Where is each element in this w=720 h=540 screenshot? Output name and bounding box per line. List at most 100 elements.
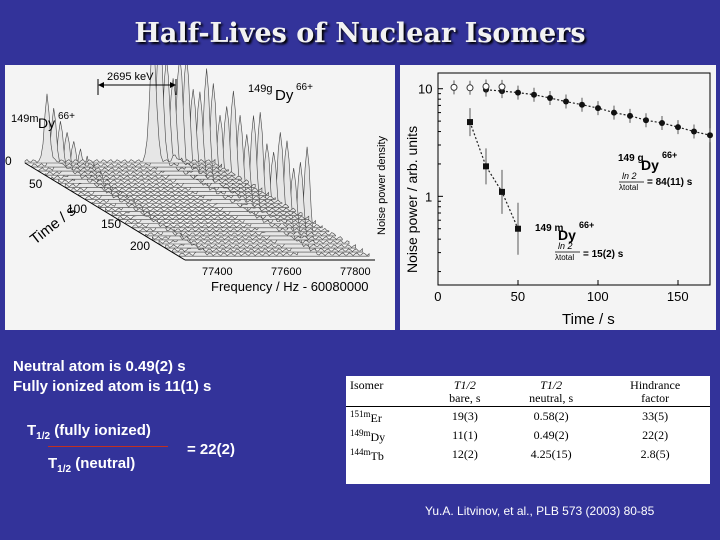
spectrum-trace [24, 40, 216, 164]
waterfall-svg: 2695 keV 149g Dy 66+ 149m Dy 66+ 0 50 10… [5, 25, 388, 294]
data-point-149g [627, 112, 633, 119]
label-149g-mass: 149g [248, 83, 272, 95]
frequency-axis-label: Frequency / Hz - 60080000 [211, 279, 369, 294]
decay-chart-panel: 0 50 100 150 1 10 Noise power / arb. units Ti… [400, 65, 716, 330]
data-point-149m [515, 225, 521, 232]
x-tick-label: 100 [587, 289, 609, 304]
m-fit-denominator: λtotal [555, 253, 574, 262]
data-point-149g [707, 132, 713, 139]
header-t-neutral: T1/2 neutral, s [502, 376, 601, 407]
g-fit-numerator: ln 2 [622, 171, 637, 181]
time-tick-100: 100 [67, 202, 87, 216]
data-point-149g [595, 105, 601, 112]
waterfall-spectrum-panel: 2695 keV 149g Dy 66+ 149m Dy 66+ 0 50 10… [5, 25, 395, 330]
g-fit-denominator: λtotal [619, 183, 638, 192]
label-149g-element: Dy [275, 87, 294, 104]
bare-cell: 19(3) [451, 409, 478, 423]
label-149g-charge: 66+ [296, 82, 313, 93]
data-point-149g [675, 124, 681, 131]
data-points [450, 79, 713, 255]
table-row: 151mEr 19(3) 0.58(2) 33(5) [346, 407, 710, 427]
data-point-149g [515, 89, 521, 96]
data-point-open [450, 83, 458, 91]
data-point-149g [611, 109, 617, 116]
data-point-149g [643, 117, 649, 124]
spectrum-trace [111, 115, 303, 216]
spectrum-trace [118, 134, 310, 220]
noise-density-label: Noise power density [376, 135, 388, 235]
data-point-149g [691, 128, 697, 135]
ratio-num-text: (fully ionized) [54, 422, 151, 439]
m-fit-value: = 15(2) s [583, 249, 624, 260]
spectrum-trace [145, 152, 336, 237]
data-point-open [482, 82, 490, 90]
neutral-cell: 4.25(15) [530, 447, 572, 461]
data-point-149g [563, 98, 569, 105]
time-tick-200: 200 [130, 239, 150, 253]
spectrum-trace [131, 112, 323, 229]
ratio-fraction-line [48, 446, 168, 447]
g-charge-label: 66+ [662, 150, 677, 160]
half-life-table-panel: Isomer T1/2 bare, s T1/2 neutral, s Hindra… [346, 376, 710, 484]
ratio-den-subscript: 1/2 [57, 464, 72, 475]
axis-ticks: 0 50 100 150 1 10 [418, 82, 689, 304]
ratio-den-text: (neutral) [75, 455, 136, 472]
data-point-149g [547, 94, 553, 101]
x-tick-label: 150 [667, 289, 689, 304]
ratio-num-symbol: T [27, 422, 37, 439]
spectrum-trace [178, 146, 370, 257]
g-mass-label: 149 g [618, 153, 644, 164]
plot-frame [437, 72, 711, 286]
neutral-cell: 0.58(2) [533, 409, 569, 423]
neutral-cell: 0.49(2) [533, 428, 569, 442]
data-point-open [498, 83, 506, 91]
factor-cell: 33(5) [642, 409, 669, 423]
arrowhead-left [98, 82, 104, 88]
y-axis-label: Noise power / arb. units [404, 126, 420, 273]
decay-chart-svg: 0 50 100 150 1 10 Noise power / arb. units Ti… [404, 72, 713, 328]
isomer-cell: 149mDy [350, 428, 386, 444]
data-point-149m [483, 163, 489, 170]
arrowhead-right [170, 82, 176, 88]
time-tick-150: 150 [101, 217, 121, 231]
waterfall-traces [24, 25, 370, 257]
time-axis [24, 162, 186, 261]
m-element-label: Dy [558, 227, 576, 243]
ratio-num-subscript: 1/2 [36, 431, 51, 442]
header-hindrance: Hindrance factor [600, 376, 710, 407]
spectrum-trace [165, 167, 356, 249]
data-point-149g [659, 120, 665, 127]
data-point-149m [499, 188, 505, 195]
table-header-row: Isomer T1/2 bare, s T1/2 neutral, s Hindra… [346, 376, 710, 407]
x-axis-label: Time / s [562, 311, 615, 328]
spectrum-trace [158, 140, 350, 245]
fit-line [469, 121, 519, 229]
factor-cell: 22(2) [642, 428, 669, 442]
freq-tick-77800: 77800 [340, 266, 371, 278]
header-isomer: Isomer [346, 376, 428, 407]
x-tick-label: 0 [434, 289, 441, 304]
reference-citation: Yu.A. Litvinov, et al., PLB 573 (2003) 8… [425, 504, 655, 518]
m-charge-label: 66+ [579, 220, 594, 230]
m-mass-label: 149 m [535, 223, 563, 234]
freq-tick-77600: 77600 [271, 266, 302, 278]
half-life-table: Isomer T1/2 bare, s T1/2 neutral, s Hindra… [346, 376, 710, 464]
time-axis-label: Time / s [27, 202, 79, 248]
time-tick-0: 0 [5, 154, 12, 168]
data-point-149g [531, 91, 537, 98]
ratio-numerator: T1/2 (fully ionized) [27, 421, 151, 447]
neutral-atom-note: Neutral atom is 0.49(2) s [13, 358, 186, 375]
energy-label: 2695 keV [107, 71, 154, 83]
spectrum-trace [105, 90, 296, 212]
spectrum-trace [172, 162, 363, 253]
label-149m-element: Dy [38, 115, 55, 131]
ratio-denominator: T1/2 (neutral) [48, 454, 135, 480]
data-point-149m [467, 119, 473, 126]
label-149m-charge: 66+ [58, 111, 75, 122]
y-tick-label: 10 [418, 82, 432, 97]
table-row: 149mDy 11(1) 0.49(2) 22(2) [346, 426, 710, 445]
isomer-cell: 151mEr [350, 409, 382, 425]
freq-tick-77400: 77400 [202, 266, 233, 278]
data-point-149g [579, 101, 585, 108]
spectrum-trace [152, 132, 343, 241]
